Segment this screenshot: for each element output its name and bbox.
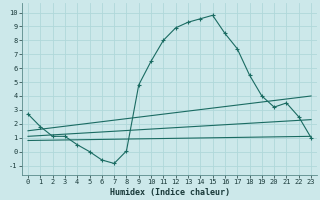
X-axis label: Humidex (Indice chaleur): Humidex (Indice chaleur) — [109, 188, 229, 197]
